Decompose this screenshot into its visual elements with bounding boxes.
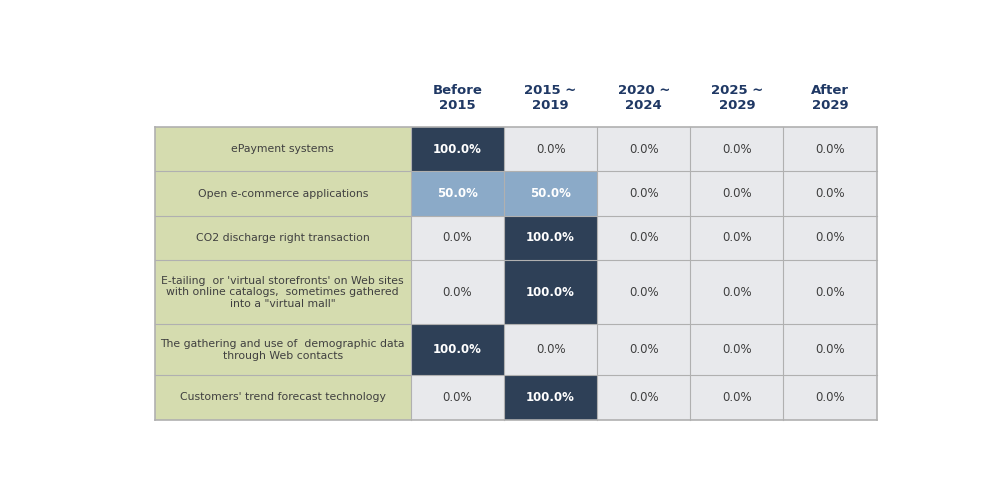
Text: 50.0%: 50.0% — [437, 187, 478, 200]
Text: 0.0%: 0.0% — [722, 231, 751, 244]
Text: 50.0%: 50.0% — [530, 187, 571, 200]
Text: 0.0%: 0.0% — [629, 143, 659, 156]
Text: 0.0%: 0.0% — [816, 187, 844, 200]
Text: After
2029: After 2029 — [811, 84, 849, 112]
Text: 0.0%: 0.0% — [722, 391, 751, 404]
Text: 100.0%: 100.0% — [526, 231, 575, 244]
Text: 0.0%: 0.0% — [443, 286, 473, 299]
Text: 0.0%: 0.0% — [536, 343, 566, 356]
Text: 100.0%: 100.0% — [433, 343, 482, 356]
Text: 0.0%: 0.0% — [816, 286, 844, 299]
Text: 0.0%: 0.0% — [536, 143, 566, 156]
Text: 100.0%: 100.0% — [526, 391, 575, 404]
Text: 100.0%: 100.0% — [433, 143, 482, 156]
Text: Open e-commerce applications: Open e-commerce applications — [197, 189, 368, 198]
Text: 2015 ~
2019: 2015 ~ 2019 — [524, 84, 577, 112]
Text: 0.0%: 0.0% — [816, 231, 844, 244]
Text: 0.0%: 0.0% — [443, 391, 473, 404]
Text: 2020 ~
2024: 2020 ~ 2024 — [617, 84, 670, 112]
Text: 0.0%: 0.0% — [816, 343, 844, 356]
Text: ePayment systems: ePayment systems — [231, 144, 334, 154]
Text: 0.0%: 0.0% — [629, 391, 659, 404]
Text: 0.0%: 0.0% — [443, 231, 473, 244]
Text: 0.0%: 0.0% — [722, 187, 751, 200]
Text: Customers' trend forecast technology: Customers' trend forecast technology — [179, 393, 385, 402]
Text: 0.0%: 0.0% — [629, 187, 659, 200]
Text: The gathering and use of  demographic data
through Web contacts: The gathering and use of demographic dat… — [161, 339, 405, 361]
Text: 0.0%: 0.0% — [722, 286, 751, 299]
Text: CO2 discharge right transaction: CO2 discharge right transaction — [196, 233, 370, 243]
Text: 100.0%: 100.0% — [526, 286, 575, 299]
Text: 0.0%: 0.0% — [629, 343, 659, 356]
Text: 2025 ~
2029: 2025 ~ 2029 — [711, 84, 763, 112]
Text: 0.0%: 0.0% — [629, 286, 659, 299]
Text: E-tailing  or 'virtual storefronts' on Web sites
with online catalogs,  sometime: E-tailing or 'virtual storefronts' on We… — [162, 275, 404, 309]
Text: 0.0%: 0.0% — [816, 391, 844, 404]
Text: 0.0%: 0.0% — [722, 343, 751, 356]
Text: 0.0%: 0.0% — [629, 231, 659, 244]
Text: 0.0%: 0.0% — [816, 143, 844, 156]
Text: Before
2015: Before 2015 — [432, 84, 483, 112]
Text: 0.0%: 0.0% — [722, 143, 751, 156]
